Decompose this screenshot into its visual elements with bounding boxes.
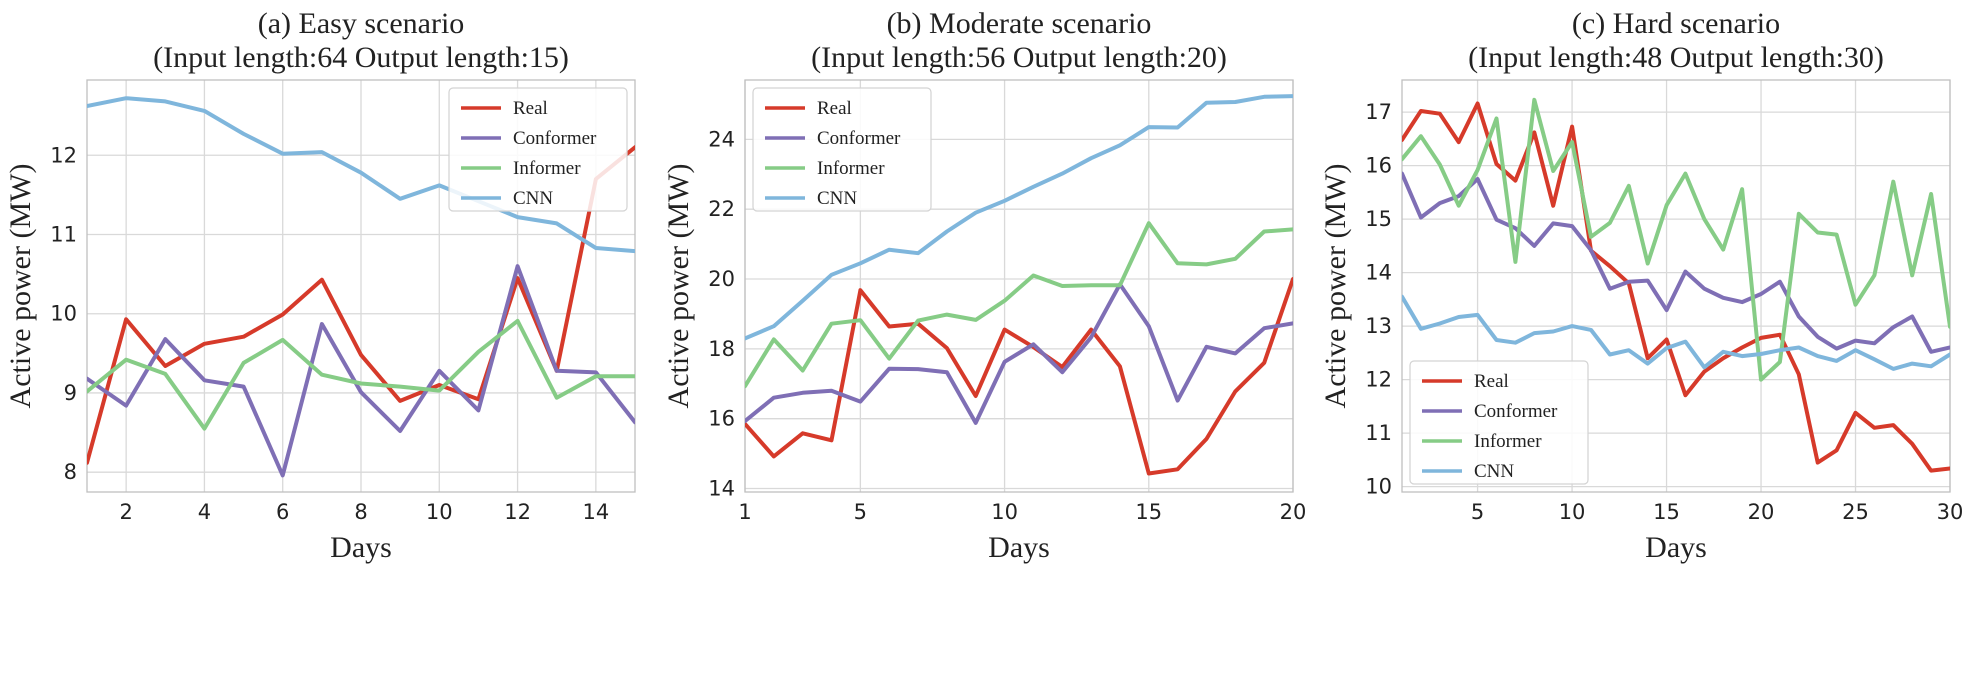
x-tick-label: 15	[1653, 500, 1680, 524]
x-tick-label: 4	[198, 500, 211, 524]
legend: Real Conformer Informer CNN	[449, 88, 627, 211]
y-tick-label: 14	[708, 477, 735, 501]
y-tick-label: 16	[708, 407, 735, 431]
y-tick-label: 16	[1365, 154, 1392, 178]
legend: Real Conformer Informer CNN	[753, 88, 931, 211]
x-tick-label: 5	[1471, 500, 1484, 524]
y-tick-label: 20	[708, 267, 735, 291]
chart-title: (b) Moderate scenario	[887, 7, 1152, 40]
legend-label-informer: Informer	[1474, 431, 1542, 452]
x-axis-label: Days	[330, 531, 392, 564]
x-axis-label: Days	[988, 531, 1050, 564]
chart-panel-1: 2 4 6 8 10 12 14 8 9 10 11 12 (a) Easy scenario(Inpu…	[4, 7, 635, 564]
y-tick-label: 18	[708, 337, 735, 361]
x-tick-label: 10	[426, 500, 453, 524]
y-axis-label: Active power (MW)	[1319, 164, 1352, 409]
series-line-cnn	[1402, 297, 1950, 369]
x-tick-label: 15	[1135, 500, 1162, 524]
x-tick-label: 14	[582, 500, 609, 524]
legend-label-cnn: CNN	[1474, 461, 1514, 482]
legend: Real Conformer Informer CNN	[1410, 361, 1588, 484]
y-tick-label: 8	[64, 460, 77, 484]
y-tick-label: 12	[50, 143, 77, 167]
legend-label-real: Real	[817, 98, 852, 119]
y-tick-label: 10	[50, 302, 77, 326]
y-tick-label: 14	[1365, 261, 1392, 285]
legend-label-informer: Informer	[513, 158, 581, 179]
figure: 2 4 6 8 10 12 1489101112(a) Easy scenario(Inpu…	[0, 0, 1975, 693]
y-tick-label: 10	[1365, 475, 1392, 499]
series-line-real	[745, 279, 1293, 474]
x-tick-label: 2	[119, 500, 132, 524]
x-axis-label: Days	[1645, 531, 1707, 564]
legend-label-cnn: CNN	[513, 188, 553, 209]
x-tick-label: 25	[1842, 500, 1869, 524]
x-tick-label: 1	[738, 500, 751, 524]
y-tick-label: 13	[1365, 314, 1392, 338]
legend-label-conformer: Conformer	[1474, 401, 1558, 422]
series-line-informer	[1402, 100, 1950, 380]
x-tick-label: 20	[1280, 500, 1307, 524]
chart-subtitle: (Input length:56 Output length:20)	[811, 41, 1227, 74]
series-line-informer	[745, 223, 1293, 386]
series-line-conformer	[745, 284, 1293, 423]
chart-panel-3: 5 10 15 20 25 30 10 11 12 13 14 15 16 17 (c) Hard scen…	[1319, 7, 1963, 564]
x-tick-label: 20	[1748, 500, 1775, 524]
chart-title: (a) Easy scenario	[258, 7, 465, 40]
y-tick-label: 11	[50, 223, 77, 247]
x-tick-label: 5	[854, 500, 867, 524]
y-tick-label: 24	[708, 127, 735, 151]
chart-title: (c) Hard scenario	[1572, 7, 1780, 40]
legend-label-conformer: Conformer	[817, 128, 901, 149]
y-tick-label: 17	[1365, 100, 1392, 124]
legend-label-real: Real	[1474, 371, 1509, 392]
y-tick-label: 11	[1365, 421, 1392, 445]
y-axis-label: Active power (MW)	[4, 164, 37, 409]
x-tick-label: 6	[276, 500, 289, 524]
y-tick-label: 9	[64, 381, 77, 405]
y-tick-label: 22	[708, 197, 735, 221]
x-tick-label: 30	[1937, 500, 1964, 524]
legend-label-informer: Informer	[817, 158, 885, 179]
chart-subtitle: (Input length:64 Output length:15)	[153, 41, 569, 74]
legend-label-conformer: Conformer	[513, 128, 597, 149]
x-tick-label: 12	[504, 500, 531, 524]
y-axis-label: Active power (MW)	[662, 164, 695, 409]
x-tick-label: 8	[354, 500, 367, 524]
x-tick-label: 10	[1559, 500, 1586, 524]
chart-subtitle: (Input length:48 Output length:30)	[1468, 41, 1884, 74]
y-tick-label: 12	[1365, 368, 1392, 392]
y-tick-label: 15	[1365, 207, 1392, 231]
legend-label-cnn: CNN	[817, 188, 857, 209]
legend-label-real: Real	[513, 98, 548, 119]
x-tick-label: 10	[991, 500, 1018, 524]
